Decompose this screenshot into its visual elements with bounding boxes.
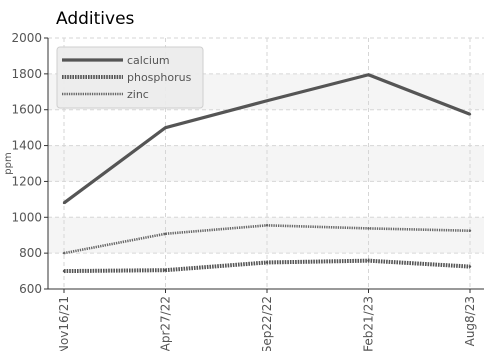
data-point	[62, 201, 66, 205]
data-point	[468, 229, 472, 232]
y-tick-label: 2000	[11, 31, 42, 45]
tick-labels: 600 800 1000 1200 1400 1600 1800 2000 Nov16/21 Ap…	[11, 31, 477, 351]
data-point	[367, 227, 370, 230]
x-tick-label: Aug8/23	[463, 296, 477, 346]
y-tick-label: 1200	[11, 174, 42, 188]
data-point	[164, 126, 167, 129]
background-band	[48, 145, 484, 182]
series-phosphorus	[62, 258, 472, 274]
x-tick-label: Apr27/22	[159, 296, 173, 351]
y-tick-label: 1400	[11, 139, 42, 153]
y-tick-label: 1600	[11, 103, 42, 117]
axes	[44, 37, 484, 293]
data-point	[468, 112, 472, 116]
data-point	[367, 73, 370, 76]
background-band	[48, 217, 484, 254]
legend: calcium phosphorus zinc	[56, 46, 204, 109]
data-point	[62, 251, 66, 255]
y-tick-label: 800	[19, 246, 42, 260]
chart-title: Additives	[56, 9, 135, 29]
x-tick-label: Nov16/21	[57, 296, 71, 351]
legend-box	[56, 46, 204, 109]
data-point	[164, 232, 167, 235]
y-axis-label: ppm	[3, 152, 14, 174]
data-point	[265, 261, 269, 264]
data-point	[164, 268, 167, 272]
data-point	[468, 265, 472, 268]
y-tick-label: 1800	[11, 67, 42, 81]
series-calcium	[62, 73, 472, 205]
series-zinc	[62, 224, 472, 255]
data-point	[62, 269, 66, 273]
legend-label: phosphorus	[127, 71, 192, 84]
data-point	[367, 259, 370, 262]
data-point	[265, 224, 269, 227]
y-tick-label: 600	[19, 282, 42, 296]
series-layer	[62, 73, 472, 274]
x-tick-label: Feb21/23	[362, 296, 376, 351]
y-tick-label: 1000	[11, 210, 42, 224]
x-tick-label: Sep22/22	[260, 296, 274, 351]
legend-label: calcium	[127, 54, 170, 67]
legend-label: zinc	[127, 88, 149, 101]
data-point	[265, 99, 269, 102]
